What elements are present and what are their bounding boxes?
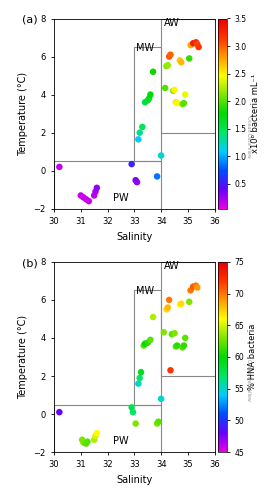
Point: [178, 300, 182, 308]
Point: [180, 100, 185, 108]
Point: [151, 313, 155, 321]
Text: MW: MW: [136, 43, 154, 52]
Text: PW: PW: [113, 436, 129, 446]
Point: [85, 438, 90, 446]
Point: [155, 420, 159, 428]
Point: [148, 90, 153, 98]
Point: [162, 328, 166, 336]
Y-axis label: Temperature (°C): Temperature (°C): [18, 72, 28, 156]
Point: [93, 188, 98, 196]
Point: [155, 172, 159, 180]
Point: [135, 178, 139, 186]
Point: [92, 192, 96, 200]
Point: [134, 420, 138, 428]
Point: [129, 404, 134, 411]
Point: [136, 136, 141, 143]
Point: [131, 408, 135, 416]
Point: [188, 286, 193, 294]
Point: [93, 432, 98, 440]
Point: [179, 300, 183, 308]
Point: [191, 39, 196, 47]
Point: [143, 340, 147, 347]
X-axis label: Salinity: Salinity: [116, 475, 153, 485]
Point: [84, 440, 88, 448]
Point: [166, 304, 170, 312]
Point: [182, 99, 186, 107]
Y-axis label: Temperature (°C): Temperature (°C): [18, 315, 28, 399]
Point: [79, 192, 83, 200]
Point: [95, 184, 99, 192]
Point: [168, 50, 173, 58]
Point: [194, 282, 198, 290]
Point: [171, 87, 175, 95]
Point: [180, 344, 185, 351]
Point: [166, 61, 170, 69]
Text: PW: PW: [113, 193, 129, 203]
Text: MW: MW: [136, 286, 154, 296]
Point: [84, 196, 88, 203]
Point: [194, 38, 198, 46]
Text: Ocean Data View: Ocean Data View: [246, 116, 251, 158]
Point: [81, 194, 86, 202]
Point: [167, 52, 171, 60]
Point: [146, 96, 150, 104]
Point: [188, 41, 193, 49]
Point: [172, 329, 177, 337]
Point: [164, 62, 169, 70]
Point: [172, 86, 177, 94]
Point: [159, 152, 163, 160]
Text: (b): (b): [22, 258, 38, 268]
Point: [164, 306, 169, 314]
Point: [187, 54, 191, 62]
Point: [195, 284, 199, 292]
Point: [195, 40, 199, 48]
Point: [163, 84, 167, 92]
Point: [81, 438, 86, 446]
Point: [87, 197, 91, 205]
Point: [143, 98, 147, 106]
Point: [183, 334, 187, 342]
Point: [175, 99, 179, 107]
Y-axis label: x10⁶ bacteria mL⁻¹: x10⁶ bacteria mL⁻¹: [251, 74, 260, 154]
Point: [139, 368, 143, 376]
Point: [141, 342, 146, 349]
Point: [136, 380, 141, 388]
Text: (a): (a): [22, 14, 38, 24]
Point: [134, 176, 138, 184]
Point: [191, 282, 196, 290]
Point: [57, 163, 61, 171]
Point: [167, 296, 171, 304]
Point: [174, 98, 178, 106]
Point: [146, 338, 150, 346]
Point: [156, 418, 161, 426]
Point: [159, 395, 163, 403]
Text: AW: AW: [164, 262, 180, 272]
Point: [183, 90, 187, 98]
Point: [80, 436, 84, 444]
Point: [196, 43, 201, 51]
Point: [179, 58, 183, 66]
Point: [168, 366, 173, 374]
Point: [151, 68, 155, 76]
Point: [187, 298, 191, 306]
Y-axis label: % HNA bacteria: % HNA bacteria: [248, 324, 257, 390]
Text: AW: AW: [164, 18, 180, 28]
X-axis label: Salinity: Salinity: [116, 232, 153, 241]
Point: [170, 330, 174, 338]
Text: Ocean Data View: Ocean Data View: [246, 359, 251, 401]
Point: [138, 374, 142, 382]
Point: [148, 336, 153, 344]
Point: [182, 342, 186, 349]
Point: [138, 128, 142, 136]
Point: [129, 160, 134, 168]
Point: [95, 429, 99, 437]
Point: [175, 342, 179, 349]
Point: [57, 408, 61, 416]
Point: [92, 436, 96, 444]
Point: [147, 94, 151, 102]
Point: [178, 56, 182, 64]
Point: [174, 342, 178, 350]
Point: [140, 123, 144, 131]
